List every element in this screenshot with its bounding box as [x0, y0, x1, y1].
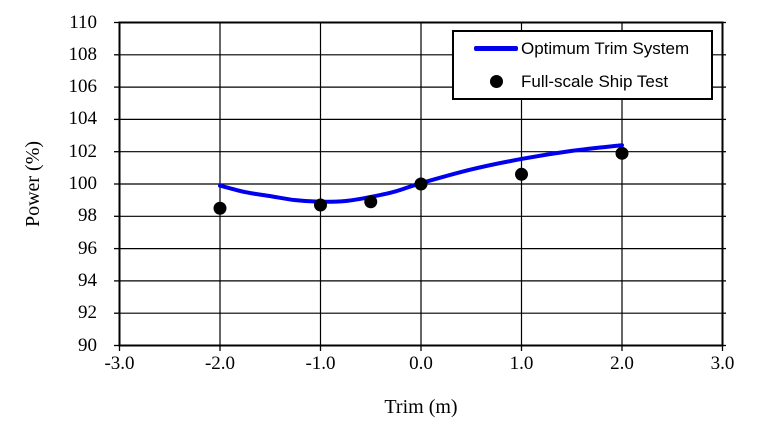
x-tick-label: 2.0 [610, 353, 634, 374]
full-scale-ship-test-point [414, 177, 428, 191]
y-tick-label: 92 [78, 302, 97, 324]
y-tick-label: 90 [78, 334, 97, 356]
y-tick-label: 110 [69, 11, 97, 33]
x-tick-label: 1.0 [509, 353, 534, 374]
dot-swatch-icon [489, 75, 503, 88]
legend: Optimum Trim System Full-scale Ship Test [452, 30, 713, 100]
legend-swatch-area [474, 46, 518, 51]
x-tick-label: 0.0 [409, 353, 433, 374]
y-tick-label: 104 [68, 108, 98, 130]
legend-label-full-scale-ship-test: Full-scale Ship Test [521, 71, 669, 91]
x-tick-label: -3.0 [104, 353, 135, 374]
full-scale-ship-test-point [314, 198, 327, 212]
full-scale-ship-test-point [364, 195, 378, 209]
y-tick-label: 108 [68, 43, 98, 65]
y-tick-label: 100 [68, 173, 98, 194]
x-tick-label: -1.0 [305, 353, 336, 374]
full-scale-ship-test-point [615, 146, 629, 160]
y-tick-label: 94 [78, 269, 97, 291]
y-tick-label: 106 [68, 76, 98, 98]
y-axis-title: Power (%) [22, 140, 44, 228]
y-tick-label: 102 [68, 140, 98, 162]
legend-label-optimum-trim-system: Optimum Trim System [521, 38, 690, 58]
y-tick-label: 96 [78, 237, 97, 259]
line-swatch-icon [474, 46, 518, 51]
y-tick-label: 98 [78, 205, 97, 227]
x-tick-label: -2.0 [204, 353, 236, 374]
x-axis-title: Trim (m) [384, 396, 458, 418]
legend-item-full-scale-ship-test: Full-scale Ship Test [454, 67, 711, 97]
full-scale-ship-test-point [515, 167, 528, 181]
x-tick-label: 3.0 [710, 353, 735, 374]
full-scale-ship-test-point [213, 201, 227, 215]
legend-item-optimum-trim-system: Optimum Trim System [454, 34, 711, 64]
legend-swatch-area [474, 75, 518, 88]
